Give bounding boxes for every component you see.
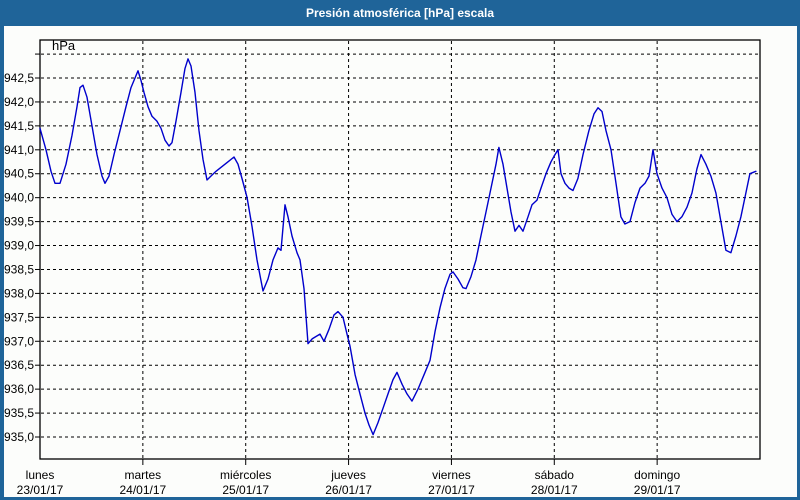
x-date-label: 25/01/17 [222, 483, 269, 497]
x-day-label: sábado [535, 468, 575, 482]
window-titlebar: Presión atmosférica [hPa] escala [0, 0, 800, 26]
plot-frame [39, 39, 761, 460]
y-axis-unit-label: hPa [52, 38, 76, 53]
x-date-label: 26/01/17 [325, 483, 372, 497]
x-day-label: jueves [330, 468, 366, 482]
y-tick-label: 935,5 [4, 406, 34, 420]
pressure-line-series [39, 58, 757, 436]
x-day-label: miércoles [220, 468, 271, 482]
y-tick-label: 939,0 [4, 239, 34, 253]
y-tick-label: 938,5 [4, 262, 34, 276]
x-day-label: lunes [26, 468, 55, 482]
y-tick-label: 937,5 [4, 310, 34, 324]
y-tick-label: 938,0 [4, 286, 34, 300]
y-tick-label: 942,5 [4, 71, 34, 85]
x-date-label: 27/01/17 [428, 483, 475, 497]
x-date-label: 24/01/17 [119, 483, 166, 497]
y-tick-label: 935,0 [4, 430, 34, 444]
x-day-label: domingo [634, 468, 680, 482]
x-day-label: martes [125, 468, 162, 482]
x-date-label: 28/01/17 [531, 483, 578, 497]
y-tick-label: 941,5 [4, 119, 34, 133]
y-tick-label: 942,0 [4, 95, 34, 109]
window-title: Presión atmosférica [hPa] escala [305, 6, 495, 20]
y-tick-label: 936,0 [4, 382, 34, 396]
y-tick-label: 940,5 [4, 167, 34, 181]
y-tick-label: 940,0 [4, 191, 34, 205]
y-tick-label: 941,0 [4, 143, 34, 157]
y-tick-label: 936,5 [4, 358, 34, 372]
chart-background [4, 26, 797, 497]
y-tick-label: 939,5 [4, 215, 34, 229]
x-date-label: 29/01/17 [634, 483, 681, 497]
y-tick-label: 937,0 [4, 334, 34, 348]
x-day-label: viernes [432, 468, 471, 482]
x-date-label: 23/01/17 [17, 483, 64, 497]
